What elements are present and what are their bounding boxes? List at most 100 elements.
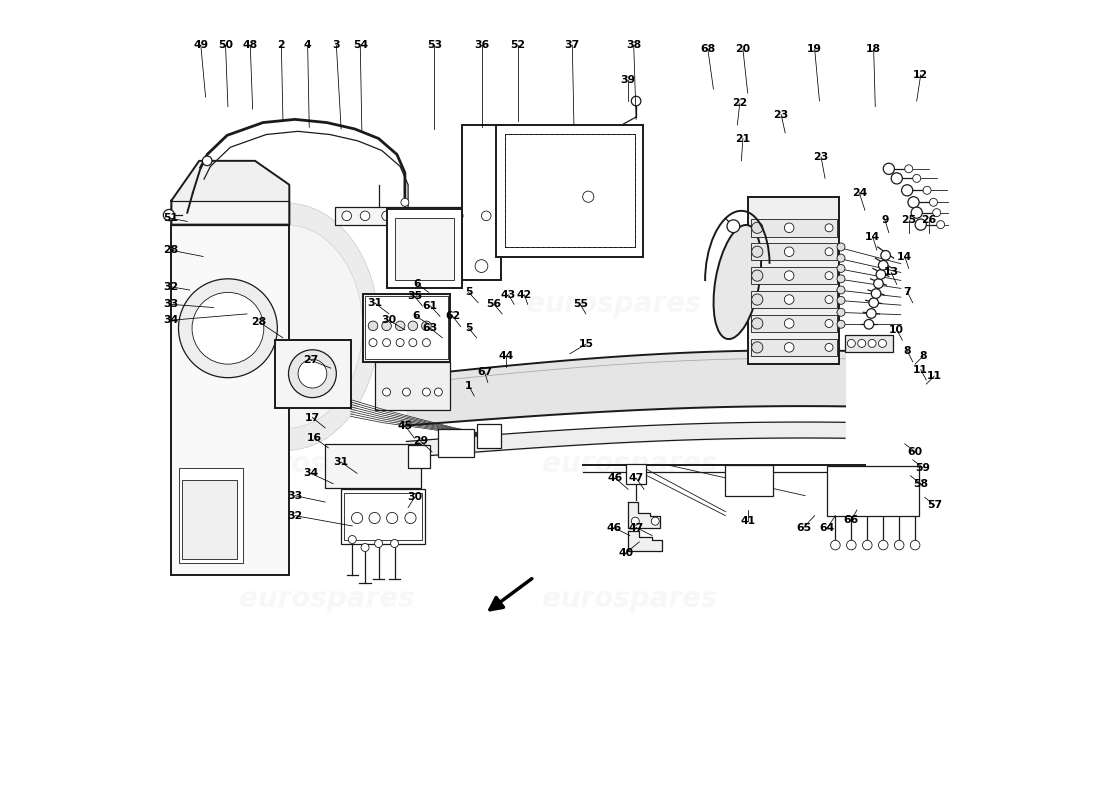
Circle shape: [837, 296, 845, 304]
Circle shape: [784, 294, 794, 304]
Circle shape: [869, 298, 879, 307]
Circle shape: [837, 254, 845, 262]
Text: 4: 4: [304, 40, 311, 50]
Circle shape: [784, 247, 794, 257]
Circle shape: [422, 388, 430, 396]
Text: 20: 20: [736, 44, 750, 54]
Circle shape: [784, 271, 794, 281]
Circle shape: [879, 261, 888, 270]
Circle shape: [858, 339, 866, 347]
Bar: [496, 125, 644, 257]
Text: 55: 55: [573, 299, 587, 310]
Circle shape: [873, 279, 883, 288]
Text: 19: 19: [807, 44, 822, 54]
Bar: [748, 197, 839, 364]
Circle shape: [368, 513, 381, 523]
Ellipse shape: [195, 203, 378, 450]
Circle shape: [402, 211, 411, 221]
Circle shape: [862, 540, 872, 550]
Text: 21: 21: [736, 134, 750, 143]
Circle shape: [902, 185, 913, 196]
Text: 68: 68: [701, 44, 715, 54]
Text: 6: 6: [414, 279, 421, 290]
Circle shape: [911, 207, 922, 218]
Text: 46: 46: [607, 473, 623, 483]
Text: 6: 6: [412, 311, 420, 322]
Bar: [182, 480, 238, 559]
Text: eurospares: eurospares: [239, 450, 415, 478]
Circle shape: [192, 292, 264, 364]
Circle shape: [847, 540, 856, 550]
Text: 43: 43: [500, 290, 516, 300]
Text: 28: 28: [163, 245, 178, 255]
Circle shape: [396, 338, 404, 346]
Circle shape: [871, 289, 881, 298]
Circle shape: [751, 246, 763, 258]
Bar: [751, 314, 837, 332]
Circle shape: [867, 309, 876, 318]
Bar: [172, 209, 289, 575]
Text: 60: 60: [908, 447, 923, 457]
Text: 37: 37: [564, 40, 580, 50]
Circle shape: [349, 535, 356, 543]
Circle shape: [751, 270, 763, 282]
Circle shape: [915, 219, 926, 230]
Text: 14: 14: [866, 232, 880, 242]
Text: 12: 12: [913, 70, 928, 80]
Circle shape: [475, 260, 487, 273]
Circle shape: [422, 338, 430, 346]
Text: 57: 57: [926, 500, 942, 510]
Circle shape: [837, 286, 845, 294]
Circle shape: [905, 165, 913, 173]
Circle shape: [923, 186, 931, 194]
Text: 7: 7: [903, 286, 911, 297]
Circle shape: [876, 270, 886, 279]
Text: 5: 5: [465, 323, 472, 334]
Circle shape: [847, 339, 856, 347]
Text: 54: 54: [353, 40, 367, 50]
Text: 33: 33: [287, 490, 303, 501]
Text: 42: 42: [517, 290, 532, 300]
Circle shape: [825, 343, 833, 351]
Circle shape: [361, 211, 370, 221]
Text: 65: 65: [796, 522, 811, 533]
Polygon shape: [628, 530, 661, 551]
Bar: [395, 218, 454, 281]
Circle shape: [403, 388, 410, 396]
Circle shape: [784, 342, 794, 352]
Circle shape: [891, 173, 902, 184]
Text: 48: 48: [243, 40, 257, 50]
Text: 1: 1: [465, 381, 472, 390]
Bar: [505, 134, 635, 247]
Circle shape: [837, 308, 845, 316]
Circle shape: [727, 220, 739, 233]
Circle shape: [784, 223, 794, 233]
Circle shape: [868, 339, 876, 347]
Text: 18: 18: [866, 44, 881, 54]
Bar: [751, 290, 837, 308]
Text: 34: 34: [304, 468, 319, 478]
Circle shape: [368, 338, 377, 346]
Text: eurospares: eurospares: [239, 290, 415, 318]
Circle shape: [482, 211, 491, 221]
Circle shape: [163, 210, 175, 221]
Text: 64: 64: [820, 522, 835, 533]
Circle shape: [894, 540, 904, 550]
Text: 5: 5: [465, 287, 472, 298]
Text: 44: 44: [498, 351, 514, 361]
Text: 32: 32: [163, 282, 178, 292]
Circle shape: [825, 224, 833, 232]
Text: 34: 34: [163, 315, 178, 326]
Text: eurospares: eurospares: [526, 290, 702, 318]
Bar: [179, 468, 243, 563]
Ellipse shape: [211, 225, 363, 428]
Bar: [344, 494, 422, 539]
Circle shape: [288, 350, 337, 398]
Circle shape: [421, 321, 431, 330]
Bar: [386, 209, 462, 288]
Circle shape: [933, 209, 940, 217]
Text: 14: 14: [898, 251, 912, 262]
Circle shape: [825, 319, 833, 327]
Bar: [626, 464, 646, 484]
Text: 33: 33: [163, 299, 178, 310]
